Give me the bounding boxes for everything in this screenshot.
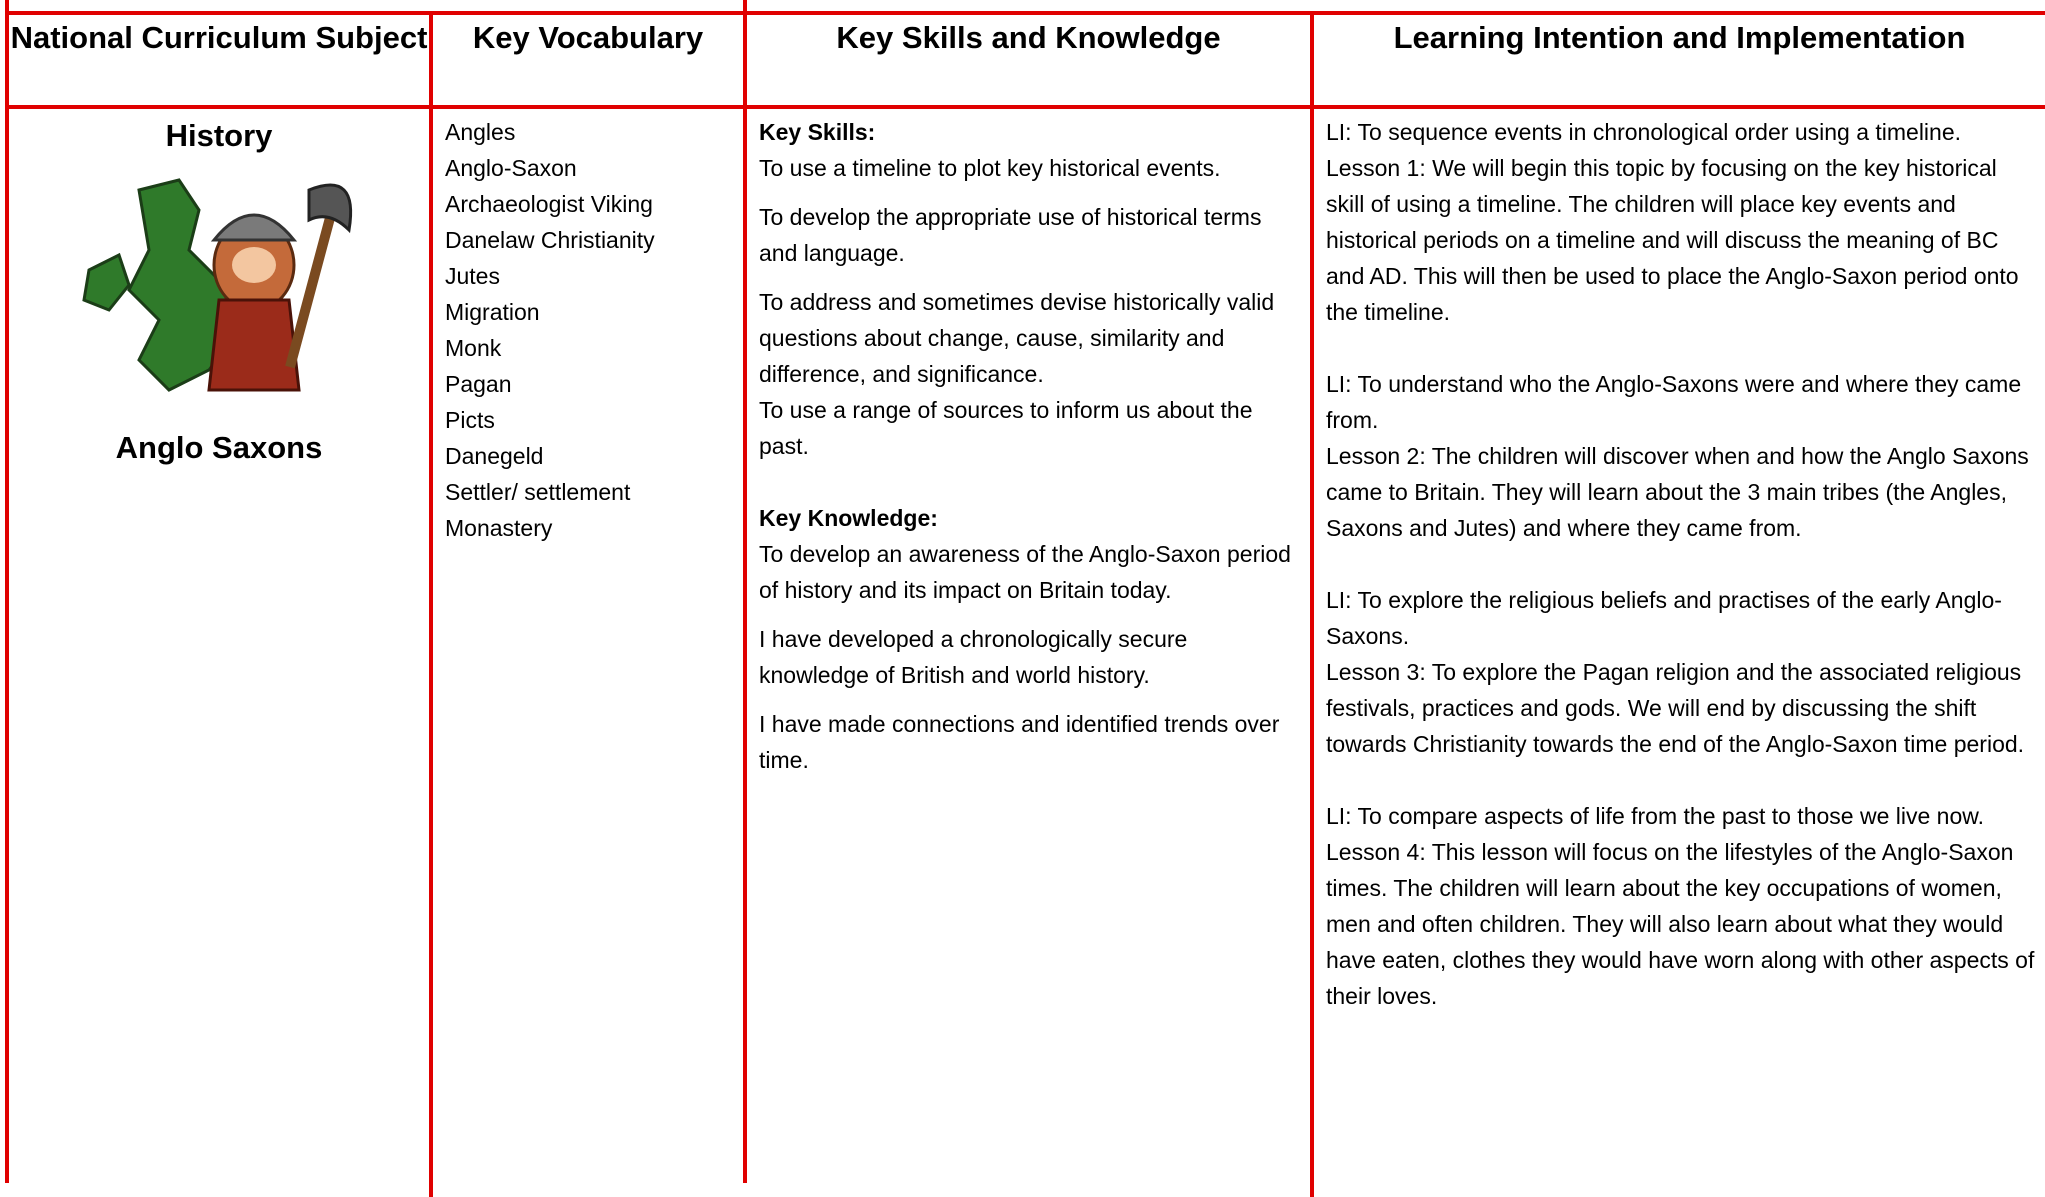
border — [1310, 14, 1314, 1197]
vocabulary-term: Danelaw Christianity — [445, 227, 655, 253]
section-heading: Key Knowledge: — [759, 505, 938, 531]
skill-item: To use a range of sources to inform us a… — [759, 397, 1253, 459]
lesson-description: Lesson 2: The children will discover whe… — [1326, 443, 2029, 541]
viking-illustration — [82, 178, 353, 392]
lesson-description: Lesson 3: To explore the Pagan religion … — [1326, 659, 2025, 757]
border — [7, 105, 2045, 109]
column-header: Key Vocabulary — [472, 20, 704, 55]
lesson-block: LI: To compare aspects of life from the … — [1326, 798, 2041, 1014]
vocabulary-term: Picts — [445, 407, 495, 433]
lesson-block: LI: To explore the religious beliefs and… — [1326, 582, 2041, 762]
vocabulary-term: Angles — [445, 119, 516, 145]
learning-intention: LI: To understand who the Anglo-Saxons w… — [1326, 371, 2022, 433]
knowledge-item: To develop an awareness of the Anglo-Sax… — [759, 541, 1291, 603]
vocabulary-term: Monastery — [445, 515, 553, 541]
lessons-cell: LI: To sequence events in chronological … — [1314, 110, 2045, 1183]
vocabulary-term: Monk — [445, 335, 502, 361]
skill-item: To use a timeline to plot key historical… — [759, 155, 1221, 181]
vocabulary-cell: Angles Anglo-Saxon Archaeologist Viking Dan… — [433, 110, 743, 1183]
border — [5, 0, 9, 1183]
knowledge-item: I have developed a chronologically secur… — [759, 626, 1188, 688]
section-heading: Key Skills: — [759, 119, 876, 145]
knowledge-item: I have made connections and identified t… — [759, 711, 1280, 773]
vocabulary-term: Archaeologist Viking — [445, 191, 653, 217]
vocabulary-term: Settler/ settlement — [445, 479, 631, 505]
subject-title: History — [165, 118, 273, 153]
vocabulary-term: Pagan — [445, 371, 512, 397]
border — [743, 0, 747, 1183]
column-header: National Curriculum Subject — [10, 20, 428, 55]
lesson-block: LI: To sequence events in chronological … — [1326, 114, 2041, 330]
skill-item: To develop the appropriate use of histor… — [759, 204, 1262, 266]
vocabulary-term: Anglo-Saxon — [445, 155, 577, 181]
subject-topic: Anglo Saxons — [115, 430, 323, 465]
skills-cell: Key Skills: To use a timeline to plot key… — [747, 110, 1310, 1183]
lesson-description: Lesson 4: This lesson will focus on the … — [1326, 839, 2035, 1009]
learning-intention: LI: To explore the religious beliefs and… — [1326, 587, 2002, 649]
lesson-description: Lesson 1: We will begin this topic by fo… — [1326, 155, 2019, 325]
learning-intention: LI: To sequence events in chronological … — [1326, 119, 1962, 145]
vocabulary-term: Jutes — [445, 263, 500, 289]
lesson-block: LI: To understand who the Anglo-Saxons w… — [1326, 366, 2041, 546]
skill-item: To address and sometimes devise historic… — [759, 289, 1275, 387]
subject-cell: History Anglo Saxons — [9, 110, 429, 1183]
vocabulary-term: Migration — [445, 299, 540, 325]
column-header: Key Skills and Knowledge — [836, 20, 1221, 55]
learning-intention: LI: To compare aspects of life from the … — [1326, 803, 1984, 829]
vocabulary-term: Danegeld — [445, 443, 544, 469]
border — [7, 11, 2045, 15]
column-header: Learning Intention and Implementation — [1393, 20, 1966, 55]
border — [429, 14, 433, 1197]
